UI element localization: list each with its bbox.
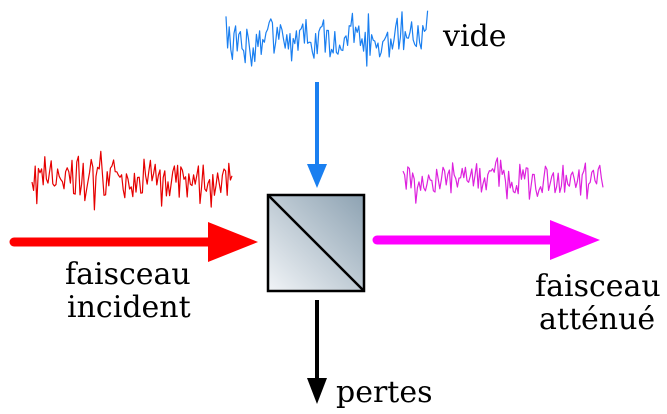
- vacuum-label: vide: [442, 19, 507, 54]
- attenuated-label-line1: faisceau: [535, 269, 661, 304]
- losses-label: pertes: [336, 375, 433, 410]
- incident-noise-trace: [31, 150, 233, 211]
- beam-splitter: [266, 193, 366, 293]
- vacuum-arrow: [307, 82, 327, 188]
- attenuated-label-line2: atténué: [539, 302, 655, 337]
- losses-arrow: [307, 300, 327, 404]
- vacuum-noise-trace: [225, 10, 429, 67]
- incident-label-line2: incident: [67, 290, 191, 325]
- incident-label-line1: faisceau: [65, 257, 191, 292]
- incident-beam-arrow: [9, 222, 258, 262]
- attenuated-noise-trace: [402, 157, 604, 204]
- attenuated-beam-arrow: [372, 220, 600, 260]
